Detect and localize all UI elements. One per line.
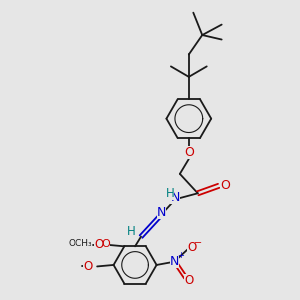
Text: O: O [83,260,93,273]
Text: O: O [94,238,104,251]
Text: O: O [220,179,230,192]
Text: O: O [184,274,194,287]
Text: +: + [177,251,184,260]
Text: O: O [101,238,110,249]
Text: N: N [170,256,179,268]
Text: N: N [170,191,180,204]
Text: −: − [194,238,202,248]
Text: OCH₃: OCH₃ [69,239,92,248]
Text: O: O [184,146,194,160]
Text: H: H [166,187,174,200]
Text: N: N [157,206,166,219]
Text: H: H [127,225,136,238]
Text: O: O [188,241,197,254]
